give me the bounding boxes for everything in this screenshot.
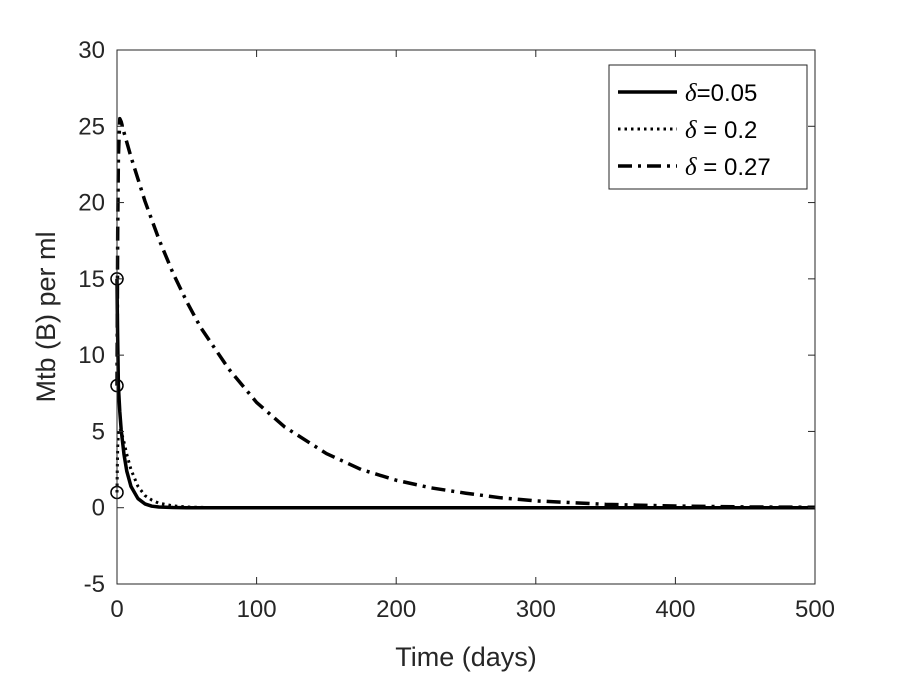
x-tick-label: 400 xyxy=(655,596,695,623)
y-tick-label: 5 xyxy=(92,418,105,445)
series-layer xyxy=(115,116,816,510)
x-tick-label: 200 xyxy=(376,596,416,623)
x-tick-label: 100 xyxy=(237,596,277,623)
axes-box xyxy=(116,49,816,585)
x-axis-label: Time (days) xyxy=(395,642,537,672)
y-tick-label: 10 xyxy=(78,342,105,369)
y-axis-ticks: -5 0 5 10 15 20 25 30 xyxy=(78,37,815,598)
x-axis-ticks: 0 100 200 300 400 500 xyxy=(110,50,835,623)
x-tick-label: 0 xyxy=(110,596,123,623)
x-tick-label: 500 xyxy=(795,596,835,623)
legend-label-symbol: δ xyxy=(685,80,697,107)
legend-label-symbol: δ xyxy=(685,154,697,181)
legend-label-symbol: δ xyxy=(685,117,697,144)
y-tick-label: 15 xyxy=(78,266,105,293)
y-tick-label: 30 xyxy=(78,37,105,64)
legend-label-value: = 0.2 xyxy=(697,117,758,144)
y-tick-label: 0 xyxy=(92,495,105,522)
series-line-2 xyxy=(115,426,815,510)
legend-label-value: =0.05 xyxy=(697,80,758,107)
series-line-3 xyxy=(115,116,816,510)
legend-box xyxy=(608,64,808,190)
legend-label-3: δ = 0.27 xyxy=(685,154,771,181)
x-tick-label: 300 xyxy=(516,596,556,623)
legend-label-1: δ=0.05 xyxy=(685,80,757,107)
y-tick-label: 20 xyxy=(78,190,105,217)
y-tick-label: -5 xyxy=(84,571,105,598)
y-axis-label: Mtb (B) per ml xyxy=(31,231,61,402)
legend-label-value: = 0.27 xyxy=(697,154,771,181)
y-tick-label: 25 xyxy=(78,113,105,140)
legend-label-2: δ = 0.2 xyxy=(685,117,757,144)
series-line-1 xyxy=(115,278,815,510)
legend: δ=0.05δ = 0.2δ = 0.27 xyxy=(608,64,808,190)
